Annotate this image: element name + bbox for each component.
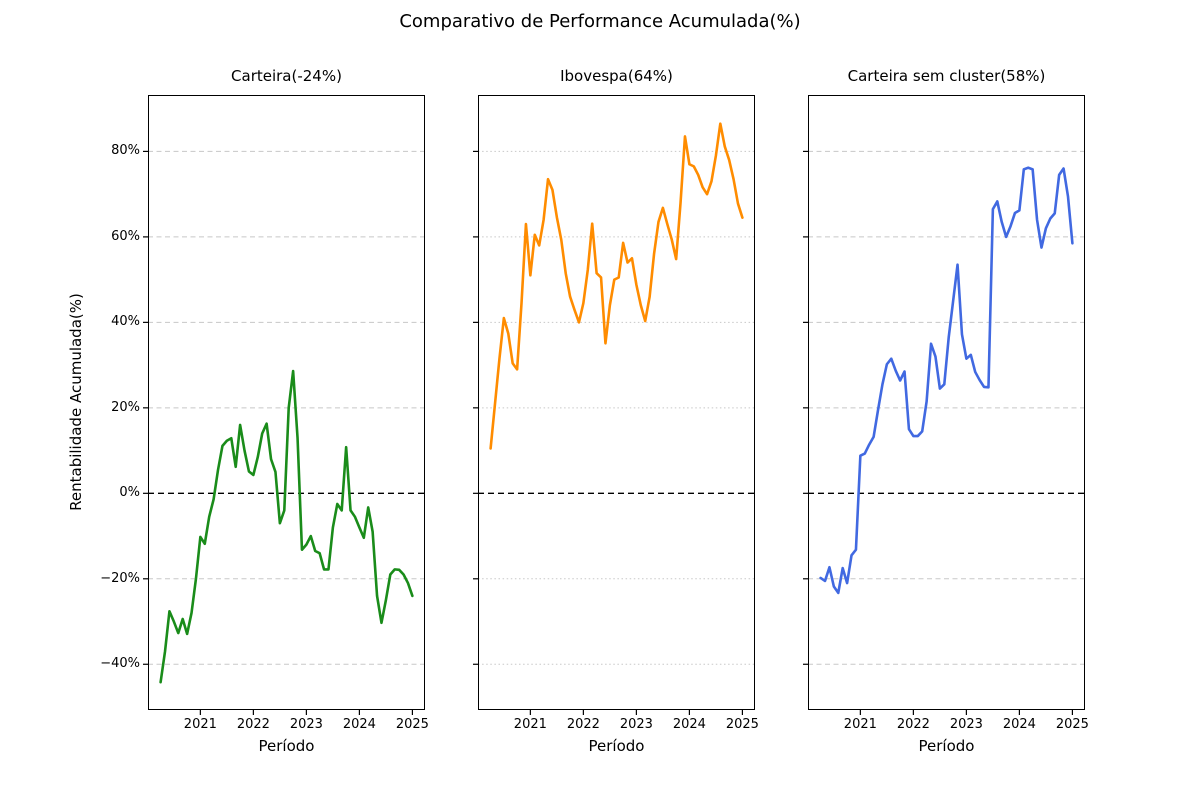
subplot-title-ibovespa: Ibovespa(64%)	[560, 67, 673, 85]
subplot-title-carteira-sem-cluster: Carteira sem cluster(58%)	[847, 67, 1046, 85]
plot-frame	[148, 95, 425, 710]
y-tick-label: 80%	[111, 143, 140, 159]
series-line-carteira-sem-cluster	[819, 166, 1074, 595]
x-tick-label: 2025	[395, 717, 429, 732]
x-tick-label: 2021	[843, 717, 877, 732]
x-tick-label: 2023	[619, 717, 653, 732]
x-tick-label: 2023	[949, 717, 983, 732]
y-tick-label: 0%	[119, 485, 140, 501]
x-tick-label: 2025	[1055, 717, 1089, 732]
series-line-ibovespa	[489, 122, 744, 450]
x-tick-label: 2025	[725, 717, 759, 732]
x-tick-label: 2024	[672, 717, 706, 732]
x-axis-label: Período	[588, 737, 645, 755]
y-tick-label: −40%	[100, 656, 140, 672]
x-tick-label: 2022	[896, 717, 930, 732]
plot-frame	[478, 95, 755, 710]
x-tick-label: 2022	[566, 717, 600, 732]
y-tick-label: 20%	[111, 399, 140, 415]
x-axis-label: Período	[918, 737, 975, 755]
y-axis-label: Rentabilidade Acumulada(%)	[67, 293, 85, 511]
figure-title: Comparativo de Performance Acumulada(%)	[399, 11, 801, 32]
x-tick-label: 2021	[513, 717, 547, 732]
subplot-title-carteira: Carteira(-24%)	[231, 67, 342, 85]
plot-frame	[808, 95, 1085, 710]
x-axis-label: Período	[258, 737, 315, 755]
plot-area-carteira-sem-cluster	[803, 95, 1085, 715]
plot-area-carteira	[143, 95, 425, 715]
x-tick-label: 2024	[342, 717, 376, 732]
x-tick-label: 2023	[289, 717, 323, 732]
x-tick-label: 2022	[236, 717, 270, 732]
x-tick-label: 2021	[183, 717, 217, 732]
series-line-carteira	[159, 369, 414, 684]
y-tick-label: 60%	[111, 228, 140, 244]
y-tick-label: 40%	[111, 314, 140, 330]
plot-area-ibovespa	[473, 95, 755, 715]
x-tick-label: 2024	[1002, 717, 1036, 732]
y-tick-label: −20%	[100, 570, 140, 586]
